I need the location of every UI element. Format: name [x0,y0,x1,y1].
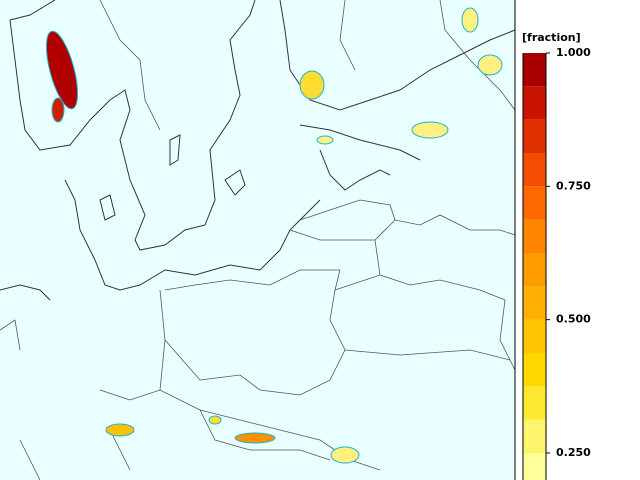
colorbar-band [523,53,546,87]
colorbar-band [523,319,546,353]
map-background [0,0,515,480]
colorbar: 1.000 0.750 0.500 0.250 [522,46,591,480]
colorbar-band [523,352,546,387]
colorbar-band [523,252,546,287]
colorbar-tick-label: 0.250 [556,446,591,459]
snow-patches [45,7,503,464]
colorbar-band [523,186,546,220]
colorbar-band [523,219,546,253]
coastlines [0,0,516,301]
colorbar-tick-label: 0.750 [556,179,591,192]
colorbar-label: [fraction] [522,31,581,44]
colorbar-band [523,86,546,120]
borders [0,0,516,480]
colorbar-band [523,286,546,320]
colorbar-band [523,152,546,187]
colorbar-band [523,452,546,480]
colorbar-tick-label: 1.000 [556,46,591,59]
colorbar-band [523,419,546,453]
colorbar-band [523,386,546,420]
colorbar-tick-label: 0.500 [556,313,591,326]
colorbar-band [523,119,546,153]
